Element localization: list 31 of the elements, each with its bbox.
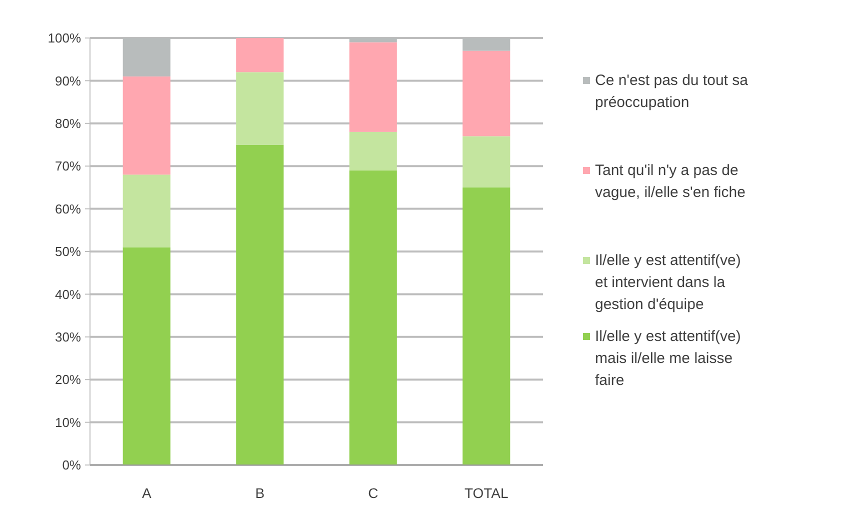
bar [122,247,170,465]
legend-label: Tant qu'il n'y a pas de vague, il/elle s'en fiche [595,162,746,201]
y-tick-label: 20% [54,372,82,388]
legend-label: Il/elle y est attentif(ve) mais il/elle me laisse faire [595,328,741,389]
y-tick-label: 90% [54,73,82,88]
bar [236,38,284,72]
y-tick-label: 100% [48,30,82,46]
x-tick-label: A [142,485,152,501]
y-tick-label: 70% [54,158,82,174]
bar [462,50,510,136]
y-tick-label: 10% [54,414,82,430]
y-tick-label: 50% [54,244,82,260]
bar [349,42,397,132]
y-tick-label: 80% [54,116,82,131]
bar [236,144,284,465]
y-tick-label: 40% [54,286,82,302]
x-tick-label: B [255,485,265,501]
bar [349,132,397,170]
y-tick-label: 0% [62,458,82,473]
bar [349,170,397,465]
x-tick-label: C [368,485,378,501]
y-tick-label: 60% [54,201,82,216]
bar [122,174,170,248]
x-tick-label: TOTAL [464,485,508,501]
y-tick-label: 30% [54,329,82,344]
bar [236,72,284,145]
bar [462,187,510,465]
legend-label: Ce n'est pas du tout sa préoccupation [595,72,749,111]
bar [462,136,510,188]
bar [122,76,170,175]
legend-label: Il/elle y est attentif(ve) et intervient dans la gestion d'équipe [595,252,741,313]
